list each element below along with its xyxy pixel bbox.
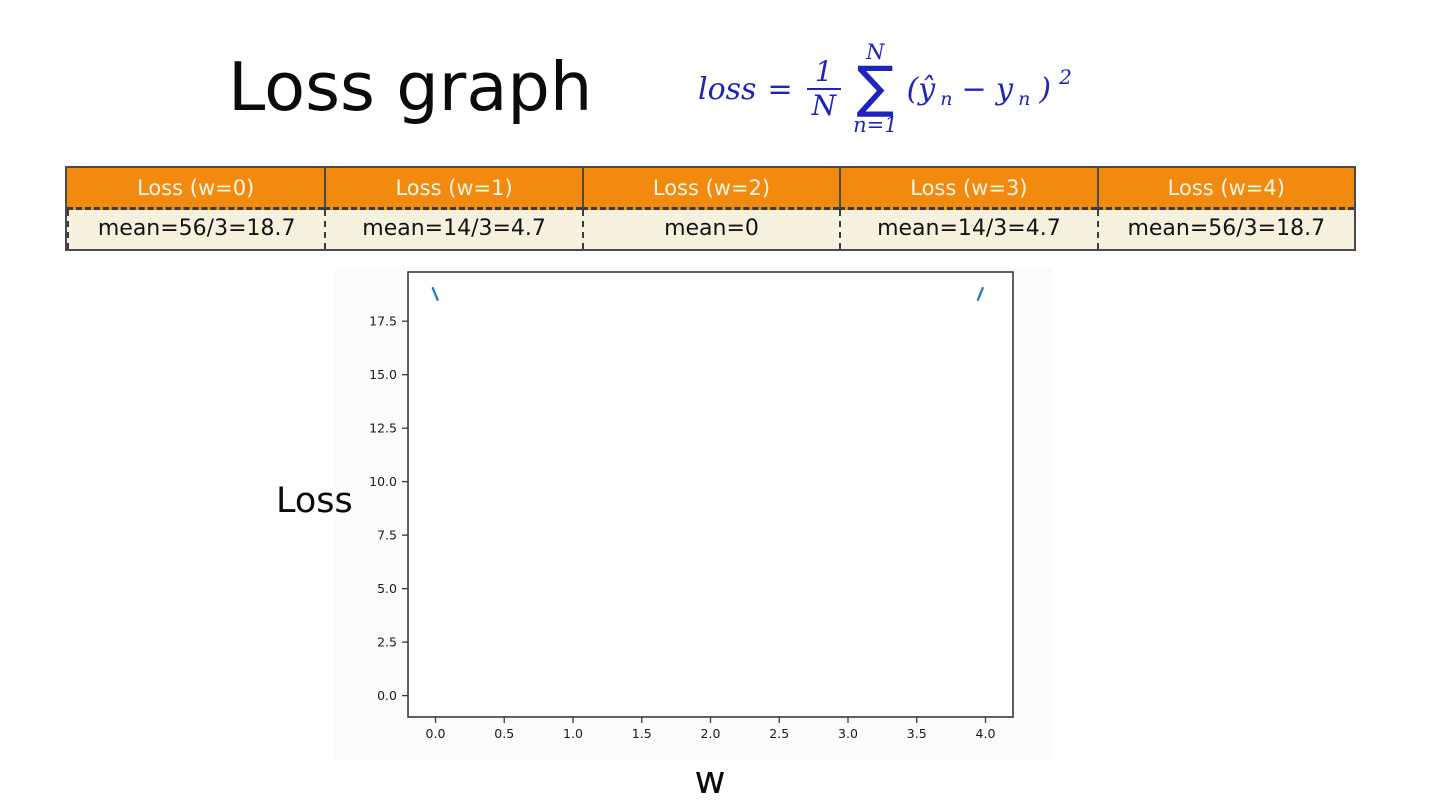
formula-lhs: loss	[698, 71, 757, 107]
x-tick-label: 1.5	[632, 726, 652, 741]
x-tick-label: 3.0	[838, 726, 858, 741]
y-tick-label: 15.0	[369, 367, 397, 382]
loss-chart: 0.0 0.5 1.0 1.5 2.0 2.5 3.0 3.5 4.0 0.0 2.5 5.0 7.5 1…	[369, 271, 1014, 741]
table-value-w1: mean=14/3=4.7	[324, 210, 582, 249]
x-tick-label: 2.5	[769, 726, 789, 741]
loss-chart-figure: 0.0 0.5 1.0 1.5 2.0 2.5 3.0 3.5 4.0 0.0 2.5 5.0 7.5 1…	[335, 268, 1052, 760]
y-tick-label: 17.5	[369, 314, 397, 329]
y-tick-label: 7.5	[377, 528, 397, 543]
summation-upper-limit: N	[866, 40, 885, 65]
y-tick-label: 10.0	[369, 474, 397, 489]
x-tick-label: 0.5	[494, 726, 514, 741]
loss-curve-right-segment	[976, 286, 984, 301]
formula-term-open: (ŷ	[906, 71, 936, 107]
table-header-w3: Loss (w=3)	[839, 168, 1097, 210]
sigma-sum-icon: ∑	[856, 55, 895, 121]
y-axis-label: Loss	[276, 481, 353, 521]
loss-table: Loss (w=0) Loss (w=1) Loss (w=2) Loss (w…	[65, 166, 1356, 251]
formula-fraction: 1 N	[804, 55, 845, 122]
formula-equals: =	[767, 71, 793, 107]
loss-formula: loss = 1 N N ∑ n=1 (ŷ n − y n ) 2	[698, 34, 1072, 144]
x-tick-label: 4.0	[976, 726, 996, 741]
y-tick-label: 12.5	[369, 421, 397, 436]
table-value-w2: mean=0	[581, 210, 840, 249]
y-tick-label: 0.0	[377, 688, 397, 703]
table-header-w4: Loss (w=4)	[1096, 168, 1354, 210]
plot-area	[407, 271, 1014, 718]
formula-term-close: )	[1039, 71, 1052, 107]
page-title: Loss graph	[228, 48, 593, 126]
table-value-w4: mean=56/3=18.7	[1096, 210, 1354, 249]
x-tick-label: 3.5	[907, 726, 927, 741]
table-header-w0: Loss (w=0)	[67, 168, 325, 210]
fraction-numerator: 1	[806, 55, 841, 90]
formula-subscript-n1: n	[940, 88, 953, 110]
x-tick-label: 1.0	[563, 726, 583, 741]
table-value-w0: mean=56/3=18.7	[67, 210, 325, 249]
loss-curve-left-segment	[431, 286, 439, 301]
fraction-denominator: N	[811, 89, 837, 122]
formula-summation: N ∑ n=1	[853, 42, 897, 135]
x-axis-label: w	[694, 758, 726, 802]
formula-subscript-n2: n	[1018, 88, 1031, 110]
table-value-w3: mean=14/3=4.7	[839, 210, 1097, 249]
x-tick-label: 2.0	[701, 726, 721, 741]
x-tick-label: 0.0	[426, 726, 446, 741]
summation-lower-limit: n=1	[853, 112, 898, 137]
formula-exponent: 2	[1059, 65, 1072, 89]
y-tick-label: 2.5	[377, 635, 397, 650]
y-tick-label: 5.0	[377, 581, 397, 596]
table-header-w1: Loss (w=1)	[324, 168, 582, 210]
formula-term-minus: − y	[961, 71, 1014, 107]
table-header-w2: Loss (w=2)	[581, 168, 840, 210]
